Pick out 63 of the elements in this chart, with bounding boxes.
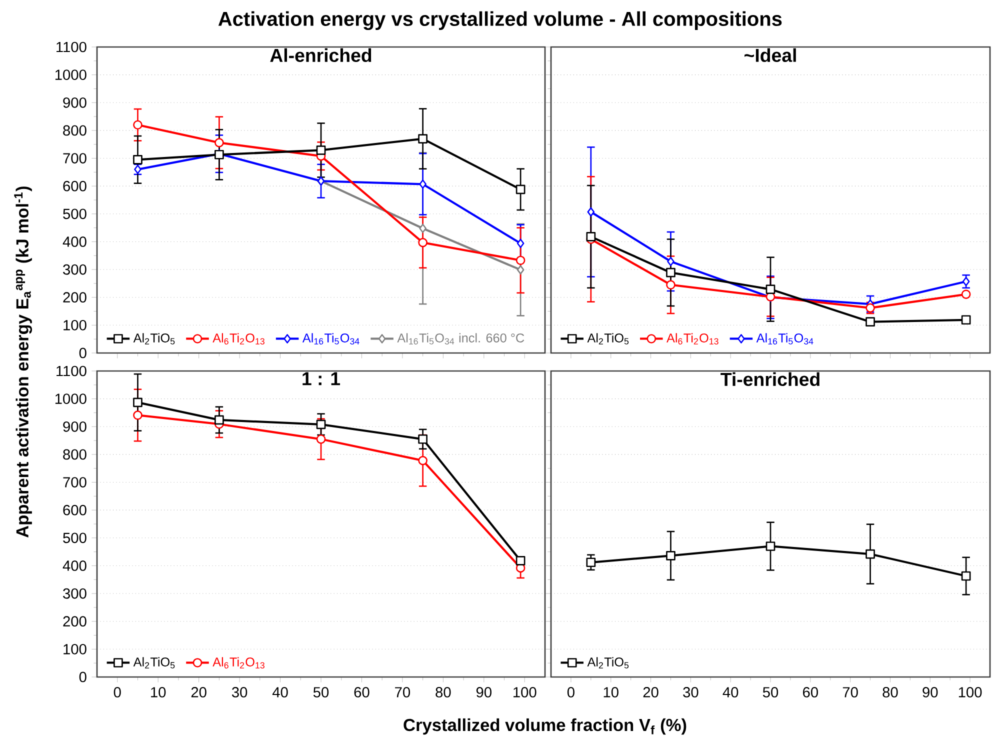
y-tick-label: 300 [63, 588, 86, 599]
y-axis-title: Apparent activation energy E$_{a}$$^{app}$ (kJ mol$^{-1}$) [14, 186, 32, 538]
x-tick-label: 0 [114, 687, 121, 698]
x-axis-title: Crystallized volume fraction V$_{f}$ (%) [404, 718, 686, 735]
y-tick-label: 600 [63, 504, 86, 516]
x-tick-label: 100 [958, 687, 982, 698]
y-tick-label: 800 [63, 125, 86, 136]
legend-label: Al$_{16}$Ti$_{5}$O$_{34}$ [302, 333, 360, 344]
y-tick-label: 1000 [55, 70, 86, 80]
x-tick-label: 70 [842, 687, 858, 698]
legend-label: Al$_{6}$Ti$_{2}$O$_{13}$ [212, 657, 264, 668]
legend-label: Al$_{2}$TiO$_{5}$ [133, 333, 175, 344]
x-tick-label: 100 [514, 687, 536, 698]
x-tick-label: 90 [922, 687, 938, 698]
y-tick-label: 100 [64, 644, 86, 654]
x-tick-label: 80 [882, 687, 898, 698]
y-tick-label: 500 [63, 532, 86, 544]
y-tick-label: 1100 [56, 42, 86, 52]
x-tick-label: 70 [395, 687, 410, 698]
legend-label: Al$_{16}$Ti$_{5}$O$_{34}$ [756, 333, 814, 344]
x-tick-label: 20 [643, 687, 658, 698]
text: Activation energy vs crystallized volume - All compositions [218, 11, 782, 30]
legend-label: Al$_{2}$TiO$_{5}$ [133, 657, 175, 668]
y-tick-label: 200 [63, 292, 86, 303]
y-tick-label: 400 [62, 560, 86, 571]
legend-label: Al$_{2}$TiO$_{5}$ [587, 333, 629, 344]
chart-title: 1 : 1 [302, 372, 340, 386]
y-tick-label: 0 [79, 672, 86, 682]
x-tick-label: 30 [232, 687, 248, 698]
legend-label: Al$_{16}$Ti$_{5}$O$_{34}$ incl. 660 °C [397, 333, 524, 344]
x-tick-label: 60 [803, 687, 818, 698]
y-tick-label: 1000 [55, 394, 86, 404]
x-tick-label: 30 [683, 687, 698, 698]
chart-title: Al-enriched [270, 48, 372, 62]
y-tick-label: 800 [63, 449, 86, 460]
y-tick-label: 600 [63, 180, 86, 192]
y-tick-label: 1100 [56, 366, 86, 376]
legend-label: Al$_{6}$Ti$_{2}$O$_{13}$ [212, 333, 264, 344]
x-tick-label: 20 [191, 687, 206, 698]
y-tick-label: 400 [62, 236, 86, 247]
y-tick-label: 700 [63, 153, 86, 164]
y-tick-label: 100 [64, 320, 86, 330]
x-tick-label: 90 [476, 687, 492, 698]
x-tick-label: 40 [722, 687, 738, 698]
x-tick-label: 40 [272, 687, 288, 698]
legend-label: Al$_{2}$TiO$_{5}$ [587, 657, 629, 668]
y-tick-label: 700 [63, 477, 86, 488]
x-tick-label: 60 [354, 687, 370, 698]
y-tick-label: 900 [63, 421, 86, 432]
x-tick-label: 10 [604, 687, 618, 698]
x-tick-label: 0 [567, 687, 574, 698]
y-tick-label: 200 [63, 616, 86, 627]
x-tick-label: 80 [436, 687, 451, 698]
y-tick-label: 900 [63, 97, 86, 108]
x-tick-label: 10 [151, 687, 166, 698]
chart-title: Ti-enriched [720, 372, 820, 386]
x-tick-label: 50 [762, 687, 778, 698]
legend-label: Al$_{6}$Ti$_{2}$O$_{13}$ [666, 333, 718, 344]
y-tick-label: 0 [79, 348, 86, 358]
y-tick-label: 500 [63, 208, 86, 220]
chart-title: ~Ideal [744, 48, 796, 62]
x-tick-label: 50 [313, 687, 329, 698]
y-tick-label: 300 [63, 264, 86, 275]
